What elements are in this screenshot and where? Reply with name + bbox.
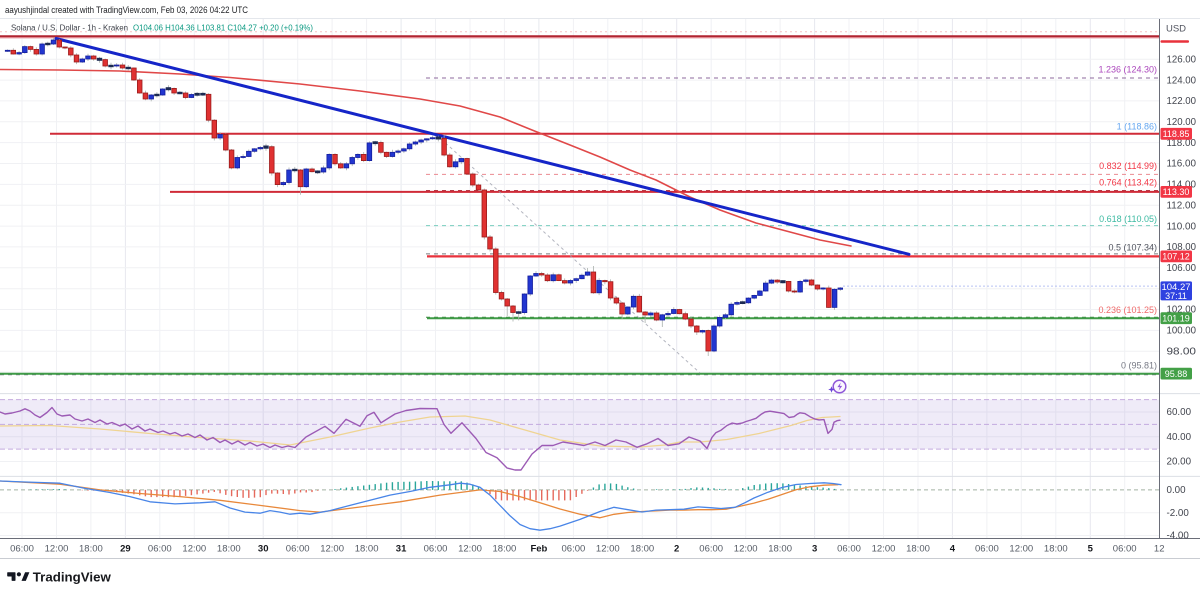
- svg-text:102.00: 102.00: [1167, 305, 1197, 316]
- svg-text:18:00: 18:00: [630, 544, 654, 555]
- svg-text:06:00: 06:00: [1113, 544, 1137, 555]
- svg-text:3: 3: [812, 544, 817, 555]
- svg-text:106.00: 106.00: [1167, 263, 1197, 274]
- svg-text:aayushjindal created with Trad: aayushjindal created with TradingView.co…: [5, 5, 248, 15]
- svg-text:18:00: 18:00: [1044, 544, 1068, 555]
- svg-text:USD: USD: [1166, 24, 1186, 35]
- svg-text:101.19: 101.19: [1162, 314, 1190, 324]
- svg-text:60.00: 60.00: [1167, 407, 1192, 418]
- svg-text:12:00: 12:00: [182, 544, 206, 555]
- svg-text:0.618 (110.05): 0.618 (110.05): [1099, 214, 1157, 224]
- svg-text:29: 29: [120, 544, 131, 555]
- svg-text:18:00: 18:00: [355, 544, 379, 555]
- svg-text:20.00: 20.00: [1167, 457, 1192, 468]
- svg-text:18:00: 18:00: [768, 544, 792, 555]
- svg-text:18:00: 18:00: [493, 544, 517, 555]
- svg-text:2: 2: [674, 544, 679, 555]
- svg-text:1.236 (124.30): 1.236 (124.30): [1098, 65, 1157, 75]
- svg-text:06:00: 06:00: [975, 544, 999, 555]
- svg-text:12:00: 12:00: [596, 544, 620, 555]
- svg-text:O104.06 H104.36 L103.81 C10: O104.06 H104.36 L103.81 C104.27 +0.20 (+…: [133, 23, 313, 33]
- svg-text:06:00: 06:00: [562, 544, 586, 555]
- svg-text:12:00: 12:00: [45, 544, 69, 555]
- svg-text:122.00: 122.00: [1167, 96, 1197, 107]
- svg-text:5: 5: [1088, 544, 1094, 555]
- svg-text:TradingView: TradingView: [33, 569, 111, 584]
- svg-text:30: 30: [258, 544, 269, 555]
- svg-text:Solana / U.S. Dollar - 1h - Kr: Solana / U.S. Dollar - 1h - Kraken: [11, 23, 128, 33]
- svg-text:12:00: 12:00: [320, 544, 344, 555]
- svg-text:12:00: 12:00: [458, 544, 482, 555]
- svg-text:4: 4: [950, 544, 956, 555]
- svg-text:06:00: 06:00: [699, 544, 723, 555]
- svg-text:107.12: 107.12: [1162, 252, 1190, 262]
- svg-text:114.00: 114.00: [1167, 180, 1197, 191]
- svg-text:12:00: 12:00: [1009, 544, 1033, 555]
- svg-text:0.00: 0.00: [1167, 485, 1187, 496]
- svg-text:-2.00: -2.00: [1167, 508, 1190, 519]
- svg-text:0.832 (114.99): 0.832 (114.99): [1099, 161, 1157, 171]
- svg-text:37:11: 37:11: [1165, 291, 1187, 301]
- svg-text:116.00: 116.00: [1167, 159, 1197, 170]
- svg-text:126.00: 126.00: [1167, 54, 1197, 65]
- svg-text:31: 31: [396, 544, 407, 555]
- svg-text:120.00: 120.00: [1167, 117, 1197, 128]
- svg-text:108.00: 108.00: [1167, 242, 1197, 253]
- svg-text:104.27: 104.27: [1161, 282, 1190, 293]
- svg-text:06:00: 06:00: [837, 544, 861, 555]
- svg-text:18:00: 18:00: [906, 544, 930, 555]
- svg-text:12:00: 12:00: [734, 544, 758, 555]
- svg-text:112.00: 112.00: [1167, 200, 1197, 211]
- svg-text:12: 12: [1154, 544, 1165, 555]
- svg-text:95.88: 95.88: [1165, 369, 1188, 379]
- svg-text:06:00: 06:00: [424, 544, 448, 555]
- svg-text:118.00: 118.00: [1167, 138, 1197, 149]
- svg-text:0.764 (113.42): 0.764 (113.42): [1099, 177, 1157, 187]
- svg-text:0.5 (107.34): 0.5 (107.34): [1108, 242, 1157, 252]
- svg-text:18:00: 18:00: [217, 544, 241, 555]
- svg-text:0 (95.81): 0 (95.81): [1121, 361, 1157, 371]
- svg-text:110.00: 110.00: [1167, 221, 1197, 232]
- svg-text:Feb: Feb: [530, 544, 547, 555]
- svg-text:113.30: 113.30: [1163, 187, 1190, 197]
- svg-text:12:00: 12:00: [872, 544, 896, 555]
- svg-text:06:00: 06:00: [10, 544, 34, 555]
- svg-text:-4.00: -4.00: [1167, 531, 1190, 542]
- svg-text:118.85: 118.85: [1163, 129, 1190, 139]
- svg-text:98.00: 98.00: [1167, 346, 1197, 357]
- svg-text:06:00: 06:00: [286, 544, 310, 555]
- svg-text:1 (118.86): 1 (118.86): [1117, 122, 1157, 132]
- svg-text:06:00: 06:00: [148, 544, 172, 555]
- svg-text:0.236 (101.25): 0.236 (101.25): [1098, 305, 1157, 315]
- svg-text:124.00: 124.00: [1167, 75, 1197, 86]
- svg-text:18:00: 18:00: [79, 544, 103, 555]
- svg-text:40.00: 40.00: [1167, 432, 1192, 443]
- svg-text:100.00: 100.00: [1167, 326, 1197, 337]
